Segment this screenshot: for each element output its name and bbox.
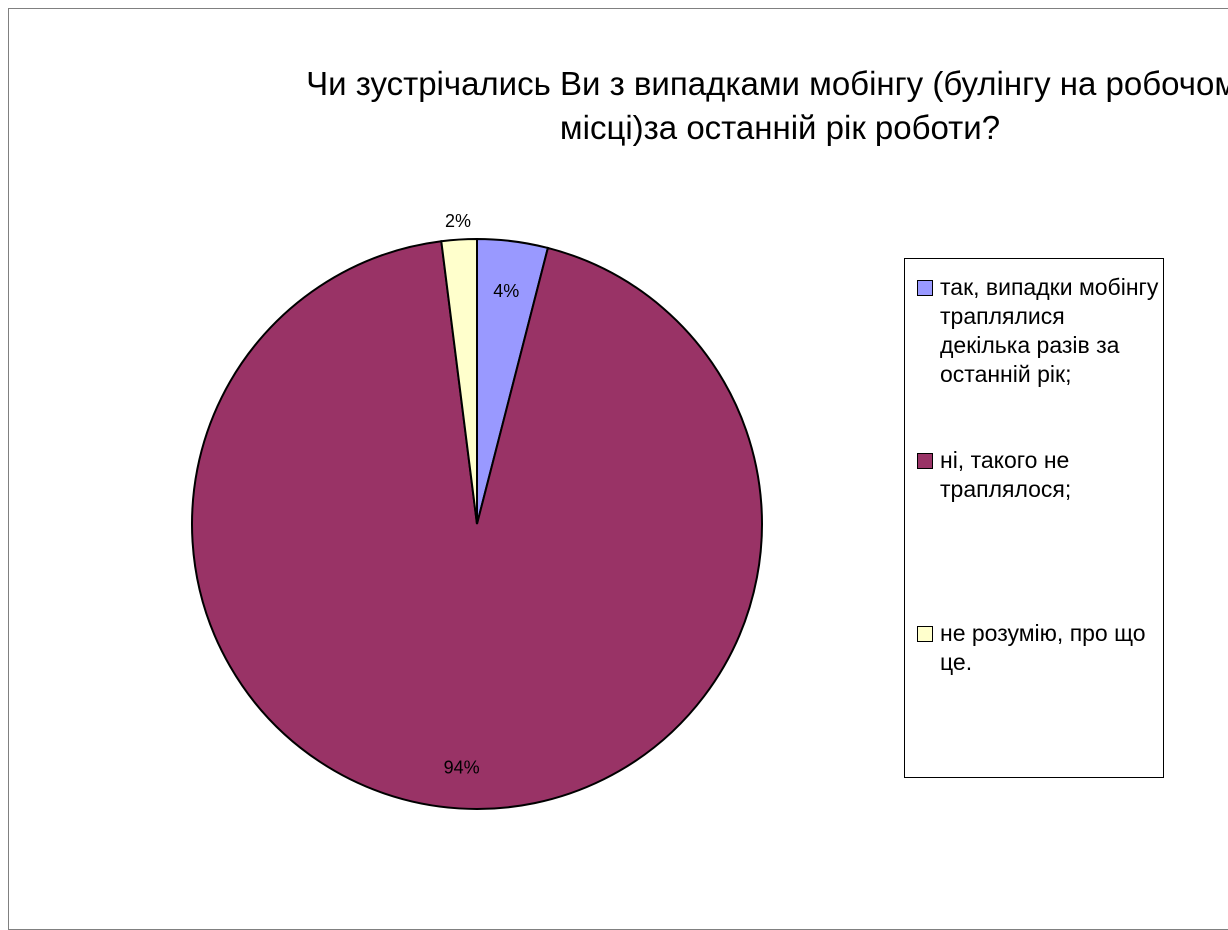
legend-label-1: ні, такого не траплялося;	[940, 447, 1072, 502]
legend-item-0: так, випадки мобінгу траплялися декілька…	[915, 273, 1159, 389]
legend-label-2: не розумію, про що це.	[940, 620, 1146, 675]
data-label-2: 2%	[445, 211, 471, 231]
legend: так, випадки мобінгу траплялися декілька…	[904, 258, 1164, 778]
legend-swatch-2	[917, 626, 933, 642]
data-label-1: 94%	[444, 757, 480, 777]
legend-swatch-1	[917, 453, 933, 469]
legend-swatch-0	[917, 280, 933, 296]
legend-item-2: не розумію, про що це.	[915, 619, 1159, 677]
legend-label-0: так, випадки мобінгу траплялися декілька…	[940, 274, 1159, 387]
legend-item-1: ні, такого не траплялося;	[915, 446, 1159, 504]
pie-chart: 4% 94% 2%	[191, 211, 763, 810]
chart-title: Чи зустрічались Ви з випадками мобінгу (…	[306, 65, 1228, 146]
data-label-0: 4%	[493, 281, 519, 301]
pie-slice-1	[191, 240, 763, 810]
pie-slice-2	[440, 237, 478, 525]
